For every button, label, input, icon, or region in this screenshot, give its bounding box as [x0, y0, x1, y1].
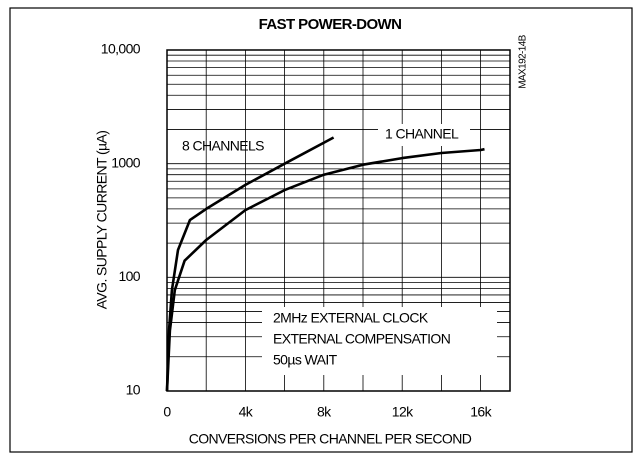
x-tick-label: 16k: [470, 404, 492, 420]
frame: [9, 7, 633, 453]
note-box: [262, 307, 497, 375]
x-axis-label: CONVERSIONS PER CHANNEL PER SECOND: [189, 431, 472, 447]
y-tick-label: 10: [126, 382, 141, 398]
x-tick-label: 0: [163, 404, 171, 420]
plot-border: [166, 49, 511, 392]
y-axis-label: AVG. SUPPLY CURRENT (µA): [94, 131, 110, 310]
annotation: EXTERNAL COMPENSATION: [273, 331, 450, 347]
annotation: 2MHz EXTERNAL CLOCK: [273, 310, 429, 326]
x-tick-label: 4k: [239, 404, 254, 420]
annotation: 50µs WAIT: [273, 352, 338, 368]
series-line: [165, 136, 335, 392]
y-tick-label: 10,000: [101, 41, 141, 57]
y-tick-label: 1000: [111, 154, 141, 170]
figure-code: MAX192-14B: [518, 34, 529, 88]
x-tick-label: 12k: [392, 404, 414, 420]
chart-title: FAST POWER-DOWN: [259, 16, 402, 33]
series-line: [165, 147, 485, 392]
series-label: 1 CHANNEL: [385, 126, 459, 142]
series-label: 8 CHANNELS: [182, 138, 264, 154]
label-bg: [378, 124, 470, 146]
x-tick-label: 8k: [317, 404, 332, 420]
y-tick-label: 100: [118, 268, 140, 284]
